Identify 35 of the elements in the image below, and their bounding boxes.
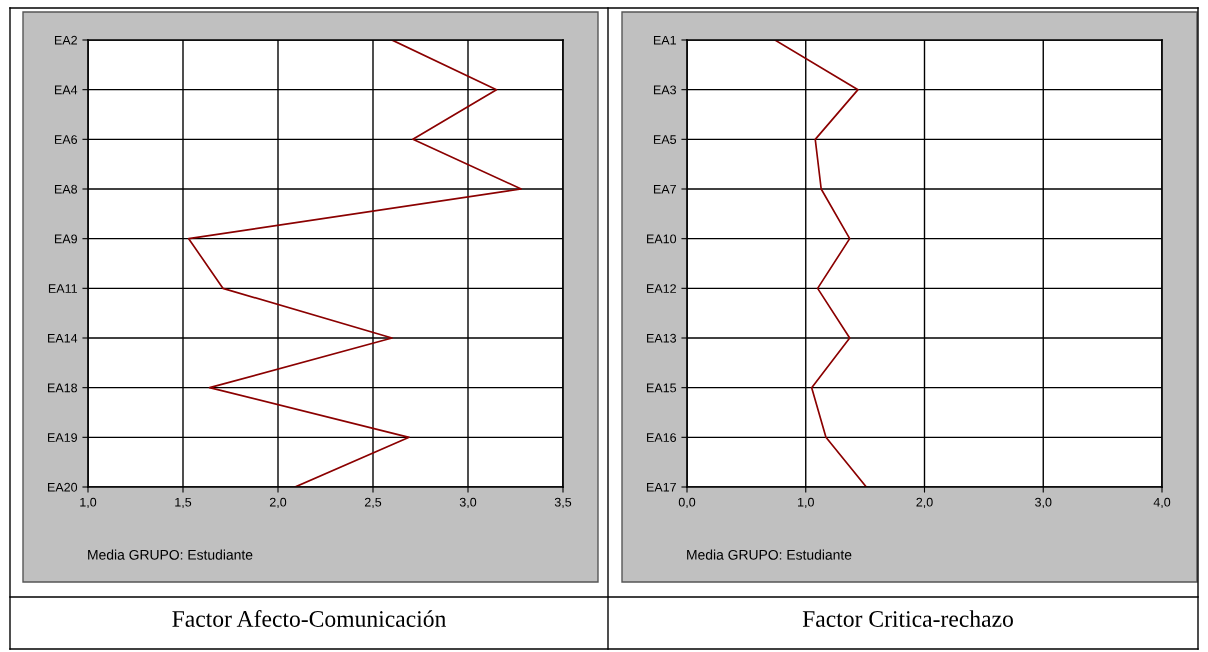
y-tick-label: EA11 [48,284,77,293]
x-tick-label: 1,0 [798,497,814,509]
x-tick-label: 2,0 [269,497,287,509]
y-tick-label: EA2 [54,35,77,45]
text: Factor Critica-rechazo [802,610,1013,627]
text: Media GRUPO: Estudiante [88,549,253,560]
text: Factor Afecto-Comunicación [172,610,446,627]
y-tick-label: EA7 [653,184,676,194]
y-tick-label: EA13 [647,333,677,343]
y-tick-label: EA14 [48,333,78,343]
y-tick-label: EA15 [647,383,677,393]
x-tick-label: 3,0 [459,497,477,509]
y-tick-label: EA10 [647,234,677,244]
x-tick-label: 2,5 [364,497,382,509]
y-tick-label: EA9 [54,234,77,244]
y-tick-label: EA20 [48,482,78,492]
y-tick-label: EA12 [647,284,676,293]
y-tick-label: EA8 [54,184,78,194]
x-tick-label: 4,0 [1153,497,1171,509]
y-tick-label: EA17 [647,482,676,492]
x-tick-label: 1,5 [175,497,192,509]
y-tick-label: EA19 [48,433,77,442]
y-tick-label: EA18 [48,383,78,393]
x-tick-label: 0,0 [678,497,696,509]
x-tick-label: 1,0 [80,497,97,509]
x-tick-label: 3,0 [1035,497,1052,509]
x-tick-label: 2,0 [916,497,933,509]
y-tick-label: EA4 [54,85,78,95]
text: Media GRUPO: Estudiante [687,549,852,560]
y-tick-label: EA16 [647,433,677,442]
y-tick-label: EA6 [54,135,78,144]
y-tick-label: EA1 [653,35,676,45]
y-tick-label: EA3 [653,85,677,95]
x-tick-label: 3,5 [554,497,572,509]
y-tick-label: EA5 [653,135,677,144]
